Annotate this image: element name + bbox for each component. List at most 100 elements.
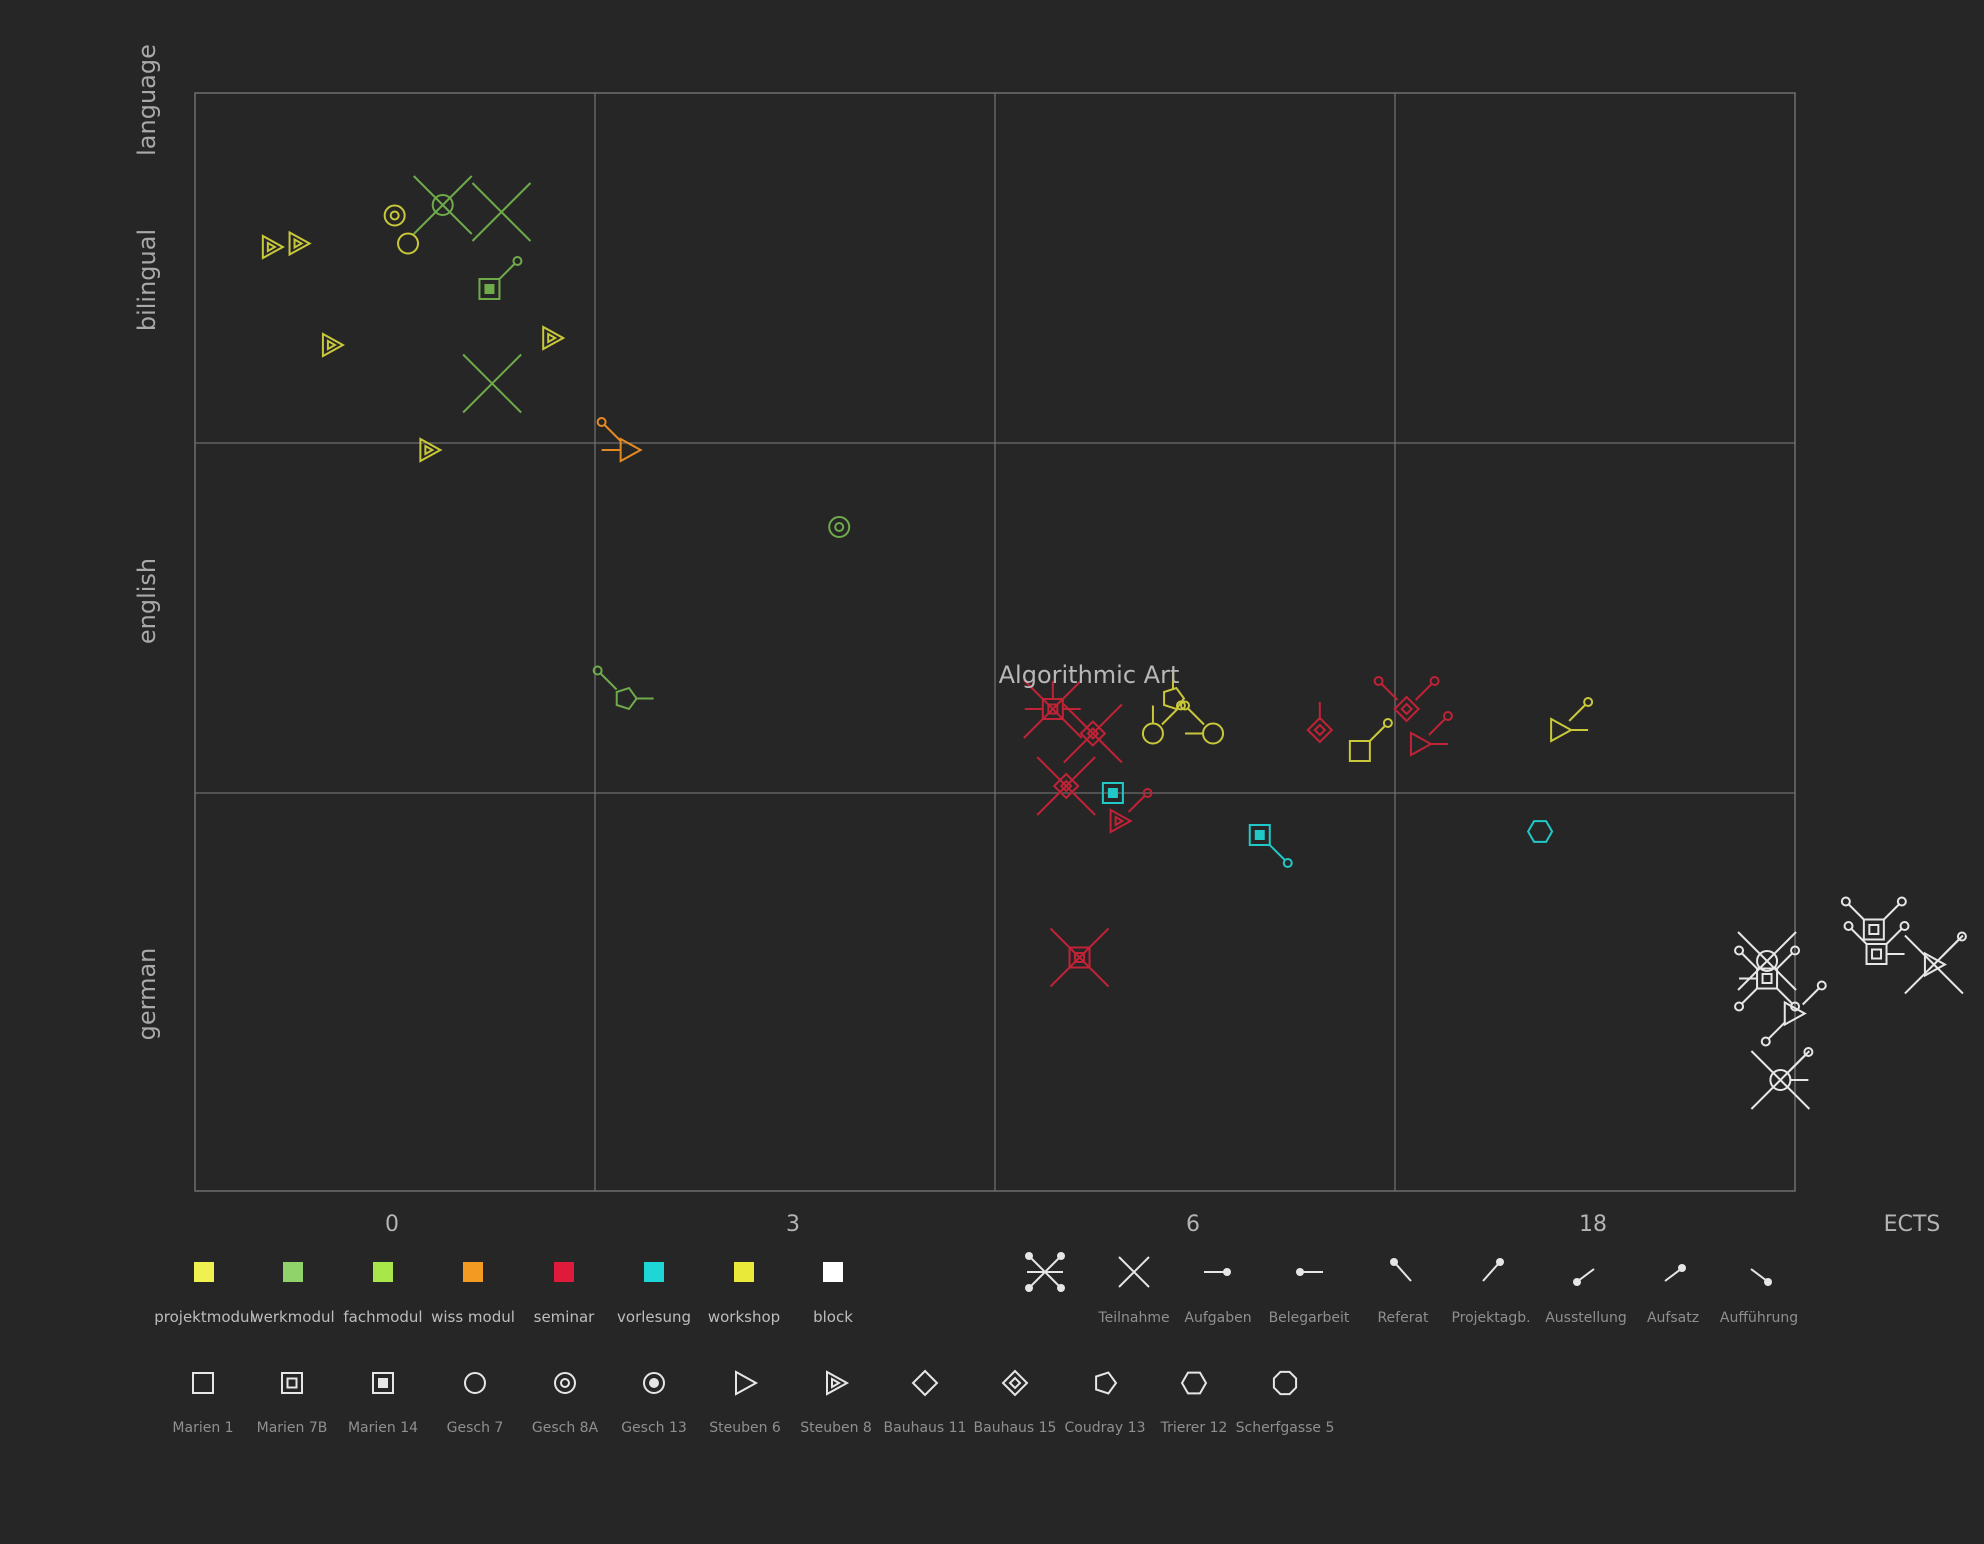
legend-swatch (283, 1262, 303, 1282)
legend-label: vorlesung (617, 1308, 691, 1326)
legend-item: werkmodul (251, 1262, 335, 1326)
x-tick-label: 18 (1579, 1212, 1607, 1237)
annotation-label: Algorithmic Art (999, 661, 1180, 689)
data-point (1526, 820, 1554, 843)
legend-exam-item: Belegarbeit (1269, 1268, 1350, 1326)
legend-item: seminar (534, 1262, 596, 1326)
data-point (1550, 697, 1594, 743)
legend-location-item: Gesch 8A (532, 1372, 599, 1436)
legend-exam-label: Aufführung (1720, 1310, 1798, 1326)
legend-location-item: Trierer 12 (1160, 1371, 1228, 1436)
data-point (413, 175, 473, 235)
legend-location-label: Steuben 6 (709, 1420, 781, 1436)
legend-item: vorlesung (617, 1262, 691, 1326)
data-point (1109, 788, 1153, 834)
data-point (1036, 756, 1096, 816)
x-axis-labels: 0 3 6 18 ECTS (385, 1212, 1940, 1237)
data-point (1101, 782, 1124, 804)
legend-location-label: Scherfgasse 5 (1236, 1420, 1335, 1436)
legend-location-item: Marien 1 (172, 1372, 234, 1436)
data-point (592, 665, 654, 711)
legend-item: wiss modul (431, 1262, 515, 1326)
legend-swatch (554, 1262, 574, 1282)
data-point (828, 516, 851, 538)
data-point (321, 332, 346, 358)
legend-label: projektmodul (154, 1308, 254, 1326)
data-point (1843, 921, 1910, 965)
legend-locations: Marien 1 Marien 7B Marien 14 Gesch 7 Gesch 8… (172, 1369, 1335, 1436)
legend-exam-item: Aufführung (1720, 1268, 1798, 1326)
data-point (1180, 700, 1225, 745)
data-point (1163, 670, 1186, 711)
data-point (1904, 931, 1967, 995)
legend-exam-item (1025, 1252, 1065, 1292)
data-point (1373, 676, 1440, 723)
data-point (471, 182, 532, 242)
x-tick-label: 6 (1186, 1212, 1200, 1237)
legend-exam-item: Ausstellung (1545, 1268, 1627, 1326)
data-point (1063, 703, 1123, 764)
legend-swatch (194, 1262, 214, 1282)
y-tick-label: german (133, 948, 161, 1041)
legend-location-item: Coudray 13 (1065, 1371, 1146, 1436)
legend-exam-label: Referat (1377, 1310, 1429, 1326)
x-tick-label: 3 (786, 1212, 800, 1237)
data-point (383, 204, 406, 227)
legend-label: workshop (708, 1308, 780, 1326)
legend-exam-label: Belegarbeit (1269, 1310, 1350, 1326)
data-point (542, 325, 566, 351)
legend-location-label: Bauhaus 11 (884, 1420, 967, 1436)
data-point (1840, 896, 1907, 941)
legend-exam-item: Referat (1377, 1258, 1429, 1326)
legend-label: werkmodul (251, 1308, 334, 1326)
legend-label: seminar (534, 1308, 596, 1326)
legend-location-label: Steuben 8 (800, 1420, 872, 1436)
legend-location-item: Marien 14 (348, 1372, 418, 1436)
legend-location-label: Coudray 13 (1065, 1420, 1146, 1436)
legend-location-label: Marien 1 (172, 1420, 233, 1436)
legend-item: block (813, 1262, 853, 1326)
data-point (1049, 927, 1110, 988)
y-axis-labels: language bilingual english german (133, 44, 161, 1040)
data-point (1306, 702, 1334, 744)
legend-location-item: Marien 7B (257, 1372, 328, 1436)
y-tick-label: english (133, 558, 161, 644)
legend-swatch (644, 1262, 664, 1282)
data-point (1734, 945, 1801, 1012)
legend-exam-label: Aufgaben (1184, 1310, 1251, 1326)
legend-exam-item: Teilnahme (1097, 1256, 1170, 1326)
legend-location-item: Scherfgasse 5 (1236, 1370, 1335, 1436)
legend-label: fachmodul (343, 1308, 422, 1326)
x-tick-label: 0 (385, 1212, 399, 1237)
data-point (1409, 711, 1453, 757)
legend-location-label: Marien 14 (348, 1420, 418, 1436)
legend-exam-item: Projektagb. (1451, 1258, 1531, 1326)
legend-exam-types: Teilnahme Aufgaben Belegarbeit Referat Proje… (1025, 1252, 1798, 1326)
y-tick-label: language (133, 44, 161, 156)
legend-location-item: Gesch 7 (447, 1372, 504, 1436)
legend-label: wiss modul (431, 1308, 515, 1326)
legend-swatch (373, 1262, 393, 1282)
data-point (1760, 980, 1827, 1047)
legend-location-item: Bauhaus 11 (884, 1369, 967, 1436)
legend-item: projektmodul (154, 1262, 254, 1326)
legend-location-item: Gesch 13 (621, 1372, 687, 1436)
legend-location-item: Steuben 8 (800, 1370, 872, 1436)
legend-location-item: Steuben 6 (709, 1370, 781, 1436)
x-axis-title: ECTS (1884, 1212, 1941, 1237)
data-point (462, 353, 522, 414)
data-point (419, 437, 443, 463)
data-point (261, 234, 285, 260)
legend-location-label: Trierer 12 (1160, 1420, 1228, 1436)
legend-exam-label: Projektagb. (1451, 1310, 1530, 1326)
legend-location-label: Gesch 7 (447, 1420, 504, 1436)
legend-label: block (813, 1308, 853, 1326)
data-point (1141, 700, 1186, 745)
legend-exam-label: Aufsatz (1647, 1310, 1699, 1326)
data-point (288, 230, 312, 257)
data-point (1348, 718, 1393, 762)
legend-location-label: Marien 7B (257, 1420, 328, 1436)
